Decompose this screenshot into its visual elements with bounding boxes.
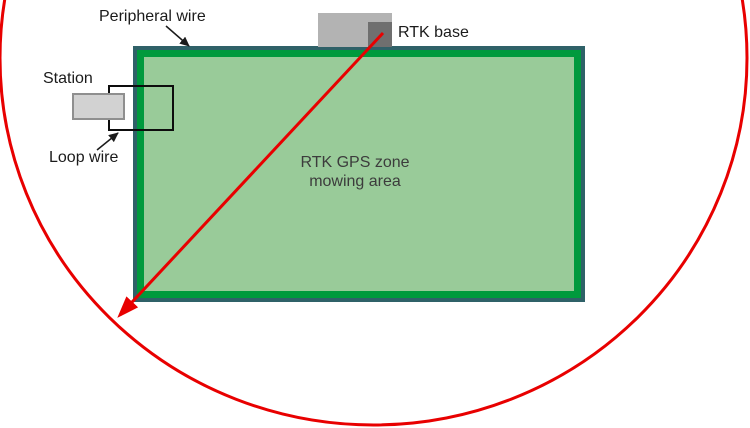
rtk-base-antenna-box <box>368 22 392 47</box>
zone-caption: RTK GPS zone mowing area <box>260 153 450 191</box>
loop-wire-arrow <box>96 132 119 151</box>
loop-wire-label: Loop wire <box>49 149 119 166</box>
rtk-base-label: RTK base <box>398 24 469 41</box>
zone-caption-line1: RTK GPS zone <box>300 154 410 171</box>
zone-caption-line2: mowing area <box>309 173 401 190</box>
station-box <box>72 93 125 120</box>
peripheral-wire-arrow <box>165 25 190 47</box>
station-label: Station <box>43 70 93 87</box>
peripheral-wire-label: Peripheral wire <box>99 8 206 25</box>
